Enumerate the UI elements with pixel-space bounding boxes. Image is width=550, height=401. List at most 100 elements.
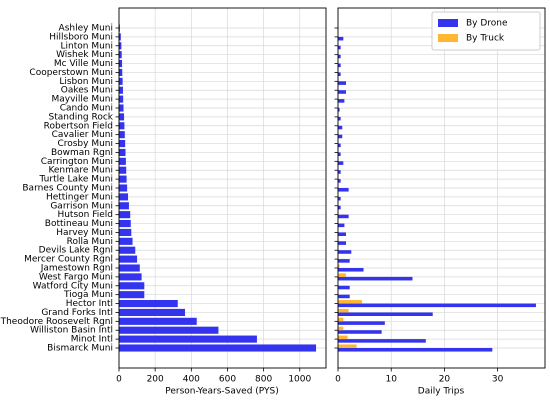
bar [119,86,123,94]
bar [119,157,126,165]
bar [338,90,346,94]
bar [338,308,349,313]
y-tick-label: Wishek Muni [56,50,113,60]
legend-swatch [438,19,458,27]
bar [338,179,341,183]
bar [119,300,178,308]
bar [338,276,413,281]
y-tick-label: Garrison Muni [50,201,113,211]
y-tick-label: Bowman Rgnl [51,148,113,158]
bar [338,45,341,50]
y-tick-label: Hector Intl [66,299,113,309]
bar [338,264,340,268]
bar [338,152,341,156]
bar [338,214,349,219]
y-tick-label: Crosby Muni [57,139,113,149]
x-tick-label: 800 [255,375,272,385]
bar [119,264,140,272]
bar [119,166,127,174]
legend-frame [431,11,541,51]
bar [338,348,493,352]
x-tick-label: 200 [147,375,164,385]
y-tick-label: Cando Muni [60,104,113,114]
bar [119,77,123,85]
bar [338,170,341,174]
y-tick-label: Rolla Muni [67,237,113,247]
bar [119,68,123,76]
y-tick-label: Mc Ville Muni [54,59,113,69]
y-tick-label: Devils Lake Rgnl [39,246,113,256]
y-tick-label: Hillsboro Muni [49,32,113,42]
bar [338,161,344,165]
bar [119,317,197,325]
bar [119,220,131,228]
bar [338,303,536,308]
bar [338,232,346,236]
y-tick-label: Oakes Muni [61,86,113,96]
bar [338,72,341,76]
y-tick-label: Carrington Muni [41,157,113,167]
bar [119,326,219,334]
bar [119,273,142,281]
bar [119,344,317,352]
bar [119,175,127,183]
y-tick-label: Watford City Muni [33,281,113,291]
bar [119,122,125,130]
bar [119,51,122,59]
bar [119,42,122,50]
bar [338,108,340,112]
bar [338,294,350,299]
bar [119,202,129,210]
bar [338,273,346,277]
y-tick-label: Bottineau Muni [45,219,113,229]
axes-frame [337,7,546,369]
bar [338,134,343,139]
bar [119,291,145,299]
bar [119,335,257,343]
x-tick-label: 600 [219,375,236,385]
y-tick-label: Cooperstown Muni [29,68,113,78]
y-tick-label: Bismarck Muni [47,344,113,354]
y-tick-label: Hutson Field [57,210,113,220]
x-tick-label: 400 [183,375,200,385]
y-tick-label: Harvey Muni [56,228,113,238]
bar [119,148,126,156]
y-tick-label: Minot Intl [71,335,113,345]
bar [338,116,341,121]
bar [338,344,357,348]
y-tick-label: Ashley Muni [59,24,113,34]
y-tick-label: West Fargo Muni [39,272,113,282]
bar [338,335,348,340]
y-tick-label: Standing Rock [49,112,114,122]
x-axis-label: Person-Years-Saved (PYS) [165,387,279,397]
bar [338,54,341,59]
y-tick-label: Turtle Lake Muni [39,175,113,185]
bar [119,140,126,148]
bar [338,326,344,331]
bar [119,246,136,254]
bar [338,36,344,41]
y-tick-label: Tioga Muni [63,290,113,300]
x-tick-label: 1000 [288,375,311,385]
bar [338,268,364,272]
bar [338,188,349,192]
y-tick-label: Cavalier Muni [52,130,113,140]
bar [338,143,341,148]
bar [338,285,350,290]
bar [338,259,350,263]
bar [119,308,185,316]
bar [119,237,133,245]
y-tick-label: Williston Basin Intl [30,326,113,336]
bar [338,321,385,325]
bar [119,193,129,201]
bar [119,33,121,41]
y-tick-label: Lisbon Muni [59,77,113,87]
y-tick-label: Theodore Roosevelt Rgnl [0,317,113,327]
y-tick-label: Kenmare Muni [48,166,113,176]
x-tick-label: 10 [385,375,397,385]
y-tick-label: Jamestown Rgnl [40,264,113,274]
bar [119,131,125,139]
bar [119,282,145,290]
bar [338,205,341,210]
legend-label: By Drone [466,19,508,29]
